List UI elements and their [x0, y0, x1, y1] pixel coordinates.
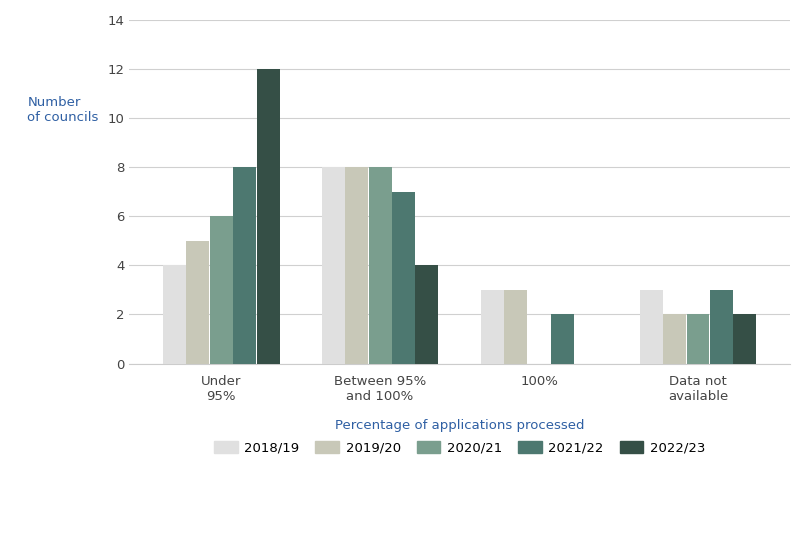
Bar [663, 315, 686, 364]
Bar [687, 315, 709, 364]
Bar [710, 290, 733, 364]
Bar [257, 69, 279, 364]
Bar [369, 167, 391, 364]
Bar [551, 315, 574, 364]
Bar [210, 216, 233, 364]
Bar [415, 265, 439, 364]
Bar [733, 315, 757, 364]
Y-axis label: Number
of councils: Number of councils [27, 96, 99, 123]
Bar [322, 167, 345, 364]
Bar [640, 290, 663, 364]
Bar [481, 290, 504, 364]
Bar [163, 265, 186, 364]
Bar [392, 192, 415, 364]
Bar [345, 167, 368, 364]
Bar [233, 167, 256, 364]
X-axis label: Percentage of applications processed: Percentage of applications processed [335, 419, 584, 433]
Bar [504, 290, 527, 364]
Bar [186, 241, 209, 364]
Legend: 2018/19, 2019/20, 2020/21, 2021/22, 2022/23: 2018/19, 2019/20, 2020/21, 2021/22, 2022… [208, 436, 711, 460]
